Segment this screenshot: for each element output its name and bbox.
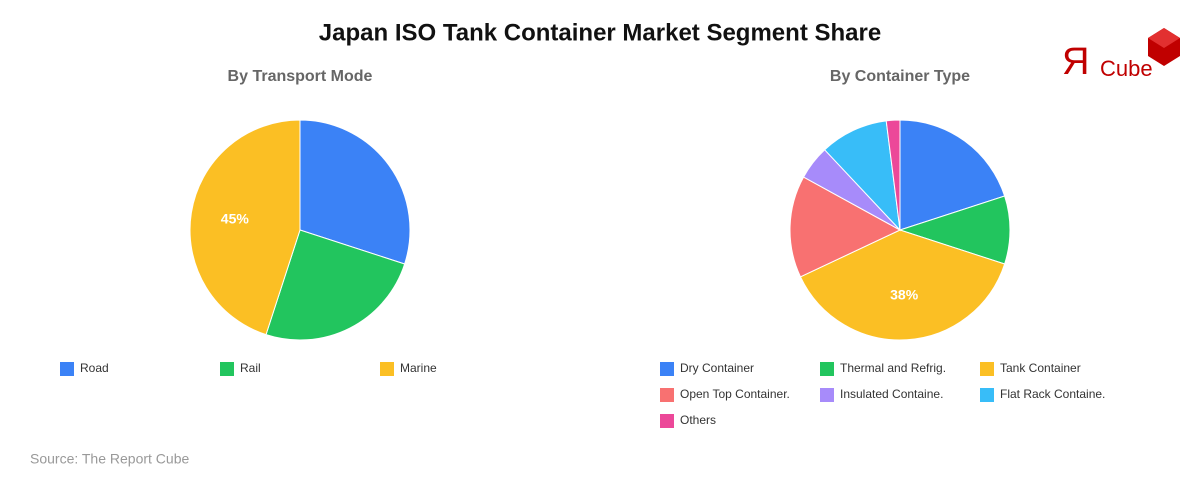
legend-swatch (60, 362, 74, 376)
legend-label: Road (80, 361, 109, 375)
value-label: 38% (890, 287, 919, 303)
page-title: Japan ISO Tank Container Market Segment … (319, 19, 881, 46)
logo: Я Cube (1062, 28, 1180, 83)
logo-text: Cube (1100, 56, 1153, 81)
legend-swatch (980, 362, 994, 376)
pie-slice (789, 176, 902, 278)
pie-slice (899, 119, 1006, 231)
legend-label: Flat Rack Containe. (1000, 387, 1105, 401)
legend-swatch (380, 362, 394, 376)
pie-slice (189, 119, 301, 336)
pie-slice (799, 229, 1006, 341)
chart-subtitle: By Container Type (830, 68, 970, 85)
legend-label: Rail (240, 361, 261, 375)
legend-label: Insulated Containe. (840, 387, 943, 401)
pie-slice (265, 229, 406, 341)
pie-slice (885, 119, 901, 231)
legend-label: Tank Container (1000, 361, 1081, 375)
pie-slice (299, 119, 411, 265)
chart-subtitle: By Transport Mode (228, 68, 373, 85)
legend-label: Open Top Container. (680, 387, 790, 401)
legend-label: Others (680, 413, 716, 427)
legend-swatch (980, 388, 994, 402)
legend-swatch (660, 362, 674, 376)
logo-cube-top (1148, 28, 1180, 48)
legend-label: Marine (400, 361, 437, 375)
value-label: 45% (221, 210, 250, 226)
logo-mark: Я (1062, 41, 1089, 83)
legend-swatch (220, 362, 234, 376)
legend-swatch (820, 362, 834, 376)
legend-swatch (660, 414, 674, 428)
legend-swatch (820, 388, 834, 402)
source: Source: The Report Cube (30, 451, 189, 467)
legend-label: Dry Container (680, 361, 754, 375)
legend-swatch (660, 388, 674, 402)
legend-label: Thermal and Refrig. (840, 361, 946, 375)
